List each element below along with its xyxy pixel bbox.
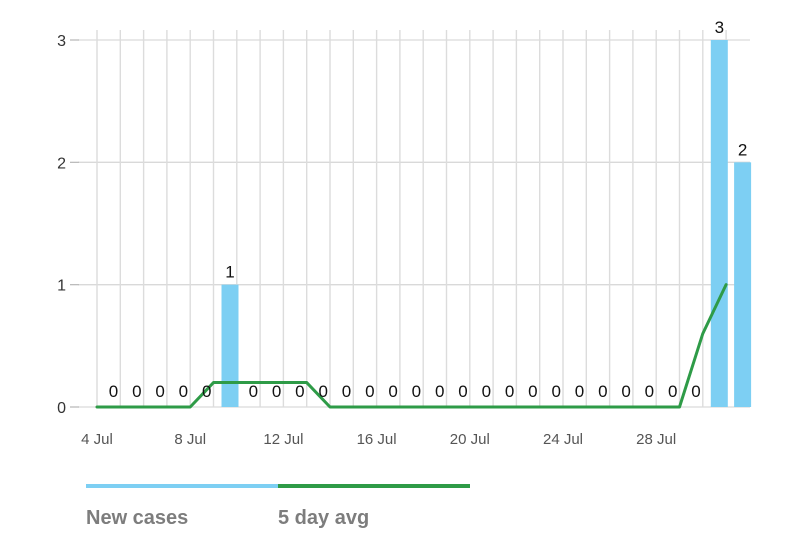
data-label: 0 — [202, 382, 211, 401]
bar — [710, 40, 728, 407]
data-label: 0 — [365, 382, 374, 401]
data-label: 0 — [435, 382, 444, 401]
data-label: 3 — [715, 18, 724, 37]
x-tick-label: 16 Jul — [357, 431, 397, 448]
legend-label-new-cases: New cases — [86, 507, 189, 529]
data-label: 0 — [295, 382, 304, 401]
y-tick-label: 0 — [57, 400, 66, 417]
data-label: 0 — [132, 382, 141, 401]
data-labels: 0 0 0 0 010 0 0 0 0 0 0 0 0 0 0 0 0 0 0 0 0 0 0 032 — [109, 18, 748, 401]
y-tick-label: 1 — [57, 278, 66, 295]
y-axis-ticks: 0 1 2 3 — [57, 33, 66, 417]
y-tick-label: 2 — [57, 155, 66, 172]
legend-item-new-cases[interactable]: New cases — [86, 484, 278, 530]
data-label: 0 — [318, 382, 327, 401]
chart-grid — [70, 30, 750, 408]
data-label: 0 — [249, 382, 258, 401]
data-label: 0 — [575, 382, 584, 401]
y-tick-label: 3 — [57, 33, 66, 50]
x-tick-label: 20 Jul — [450, 431, 490, 448]
data-label: 0 — [505, 382, 514, 401]
legend-label-5-day-avg: 5 day avg — [278, 507, 370, 529]
legend-swatch-5-day-avg — [278, 484, 470, 488]
legend-swatch-new-cases — [86, 484, 278, 488]
x-tick-label: 24 Jul — [543, 431, 583, 448]
data-label: 1 — [225, 263, 234, 282]
legend-item-5-day-avg[interactable]: 5 day avg — [278, 484, 470, 530]
x-tick-label: 28 Jul — [636, 431, 676, 448]
data-label: 0 — [691, 382, 700, 401]
data-label: 0 — [179, 382, 188, 401]
data-label: 0 — [388, 382, 397, 401]
data-label: 0 — [155, 382, 164, 401]
avg-line — [95, 283, 728, 409]
data-label: 0 — [482, 382, 491, 401]
new-cases-bars — [221, 40, 752, 407]
data-label: 0 — [668, 382, 677, 401]
x-tick-label: 4 Jul — [81, 431, 113, 448]
x-tick-label: 8 Jul — [174, 431, 206, 448]
data-label: 0 — [598, 382, 607, 401]
x-axis-ticks: 4 Jul 8 Jul 12 Jul 16 Jul 20 Jul 24 Jul 28 Jul — [81, 431, 676, 448]
data-label: 0 — [528, 382, 537, 401]
bar — [221, 284, 239, 407]
x-tick-label: 12 Jul — [263, 431, 303, 448]
data-label: 0 — [458, 382, 467, 401]
data-label: 0 — [412, 382, 421, 401]
data-label: 0 — [645, 382, 654, 401]
data-label: 2 — [738, 140, 747, 159]
chart-legend: New cases 5 day avg — [86, 484, 470, 530]
data-label: 0 — [109, 382, 118, 401]
avg-line-group — [95, 283, 728, 409]
bar — [734, 162, 752, 407]
data-label: 0 — [621, 382, 630, 401]
data-label: 0 — [342, 382, 351, 401]
data-label: 0 — [551, 382, 560, 401]
data-label: 0 — [272, 382, 281, 401]
